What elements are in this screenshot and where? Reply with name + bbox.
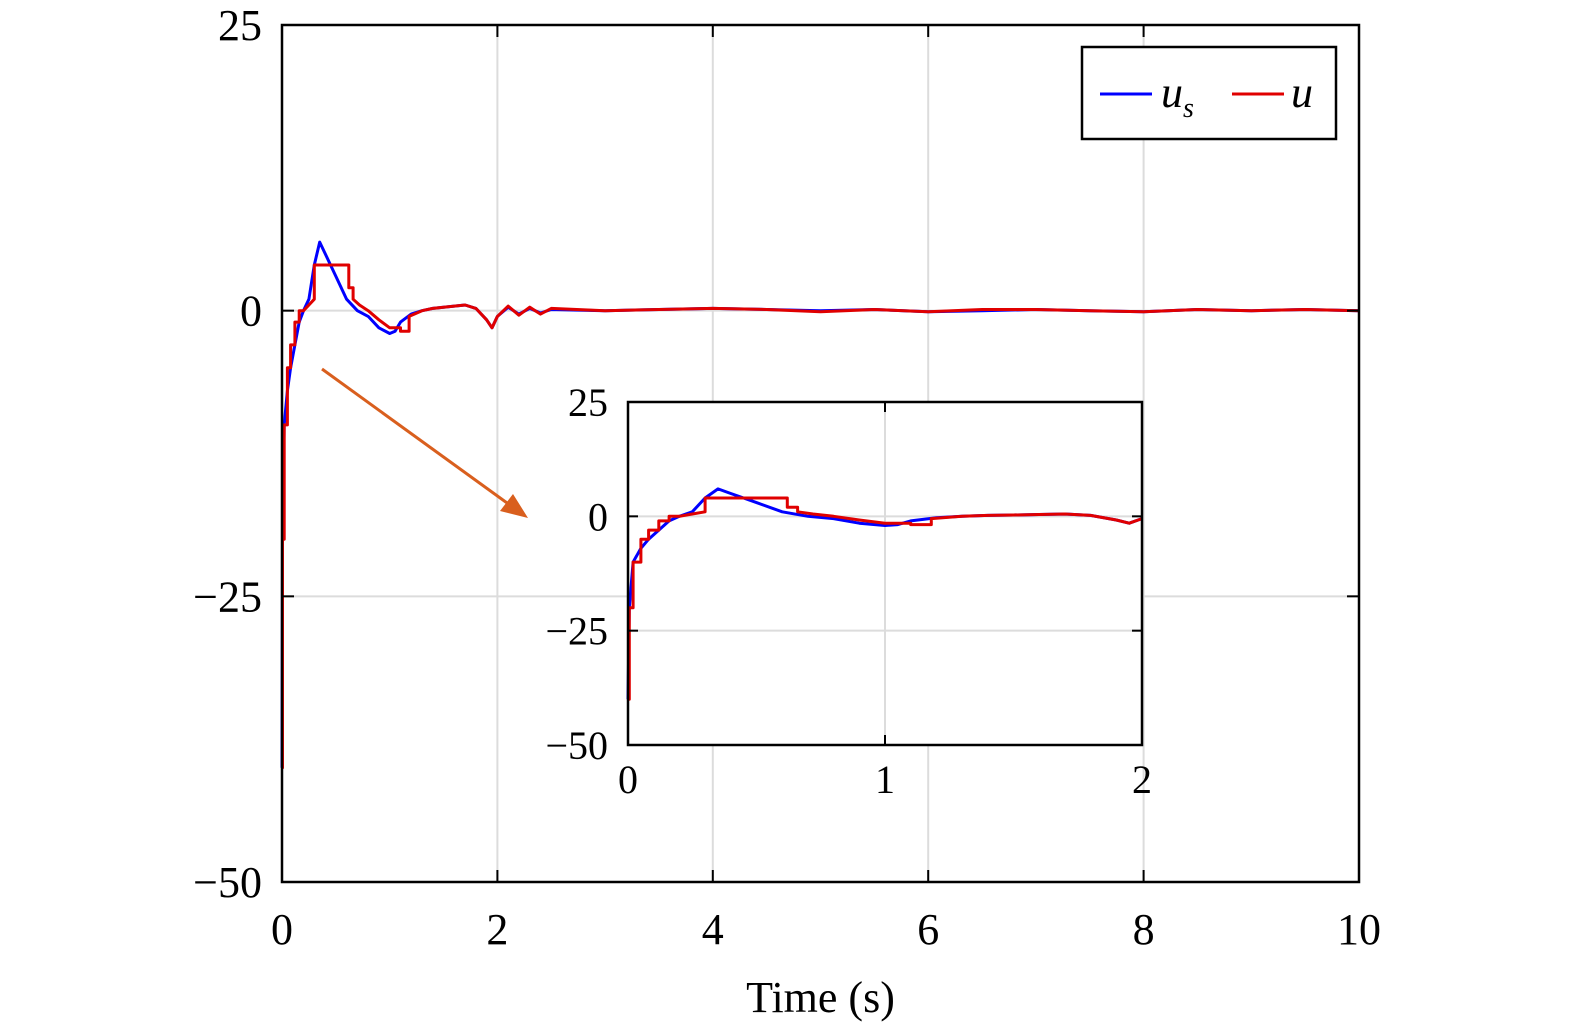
main-x-tick-label: 10 (1337, 905, 1381, 954)
main-y-tick-label: −50 (193, 858, 262, 907)
inset-y-tick-label: −50 (545, 723, 608, 768)
main-x-tick-label: 2 (486, 905, 508, 954)
legend-label-us-subscript: s (1183, 93, 1194, 124)
inset-x-tick-label: 1 (875, 757, 895, 802)
main-x-tick-label: 4 (702, 905, 724, 954)
main-series-line-u (281, 263, 1360, 770)
legend-label-us: us (1161, 68, 1194, 124)
main-plot-frame (280, 23, 1361, 884)
zoom-arrow-shaft (321, 367, 515, 510)
legend-label-u: u (1291, 68, 1313, 117)
inset-y-tick-label: 25 (568, 380, 608, 425)
inset-grid (628, 402, 1142, 745)
x-axis-title: Time (s) (746, 973, 895, 1022)
inset-lines (626, 487, 1143, 701)
main-lines (280, 240, 1360, 770)
inset-y-tick-label: 0 (588, 494, 608, 539)
inset-series-line-u (627, 496, 1143, 701)
legend: us u (1080, 45, 1338, 141)
inset-x-tick-label: 2 (1132, 757, 1152, 802)
main-x-tick-label: 8 (1133, 905, 1155, 954)
inset-plot: 0 1 2 −50 −25 0 25 (545, 380, 1152, 802)
zoom-arrow (321, 367, 528, 518)
main-x-tick-label: 0 (271, 905, 293, 954)
main-y-tick-label: 25 (218, 1, 262, 50)
inset-x-tick-label: 0 (618, 757, 638, 802)
inset-y-tick-label: −25 (545, 609, 608, 654)
main-y-tick-label: −25 (193, 572, 262, 621)
legend-label-us-main: u (1161, 68, 1183, 117)
zoom-arrow-head-icon (500, 494, 528, 518)
inset-ticks: 0 1 2 −50 −25 0 25 (545, 380, 1152, 802)
main-y-tick-label: 0 (240, 287, 262, 336)
main-x-tick-label: 6 (917, 905, 939, 954)
